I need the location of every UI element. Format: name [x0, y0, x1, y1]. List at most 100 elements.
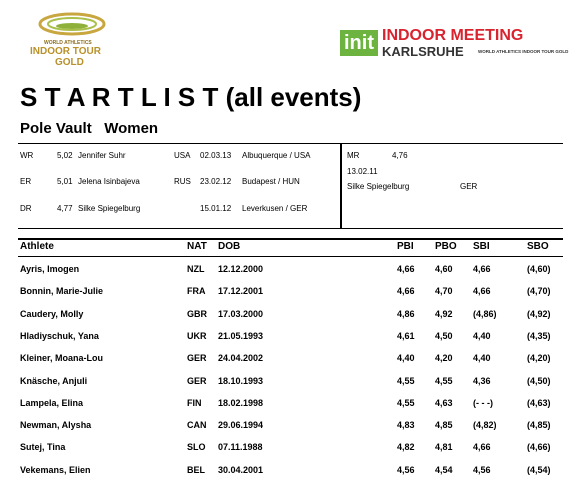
cell: 4,83 — [397, 420, 415, 431]
cell: 4,66 — [473, 286, 491, 297]
record-code: DR — [20, 204, 32, 213]
rule — [18, 238, 563, 240]
logo-line: INDOOR TOUR — [30, 46, 101, 57]
cell: (4,35) — [527, 330, 551, 341]
record-mark: 5,02 — [57, 151, 73, 160]
cell: 4,81 — [435, 442, 453, 453]
record-mark: 5,01 — [57, 177, 73, 186]
record-name: Jelena Isinbajeva — [78, 177, 140, 186]
cell: 4,82 — [397, 442, 415, 453]
rule — [18, 143, 563, 144]
cell: (4,92) — [527, 308, 551, 319]
record-name: Silke Spiegelburg — [78, 204, 141, 213]
record-nat: GER — [460, 182, 478, 191]
record-venue: Budapest / HUN — [242, 177, 300, 186]
logo-line: KARLSRUHE — [382, 44, 464, 59]
cell: NZL — [187, 264, 205, 274]
cell: Hladiyschuk, Yana — [20, 330, 99, 341]
cell: 4,55 — [435, 375, 453, 386]
cell: (- - -) — [473, 397, 493, 408]
cell: GBR — [187, 308, 207, 319]
cell: 4,92 — [435, 308, 453, 319]
logo-line: GOLD — [55, 57, 84, 68]
rule — [18, 228, 563, 229]
cell: (4,60) — [527, 264, 551, 274]
cell: 17.12.2001 — [218, 286, 264, 297]
cell: CAN — [187, 420, 207, 431]
cell: SLO — [187, 442, 206, 453]
cell: (4,70) — [527, 286, 551, 297]
column-header: DOB — [218, 241, 241, 252]
cell: 4,66 — [473, 264, 491, 274]
cell: Ayris, Imogen — [20, 264, 80, 274]
cell: 4,20 — [435, 353, 453, 364]
record-venue: Leverkusen / GER — [242, 204, 308, 213]
logo-tagline: WORLD ATHLETICS INDOOR TOUR GOLD — [478, 49, 569, 54]
cell: 18.02.1998 — [218, 397, 264, 408]
cell: Knäsche, Anjuli — [20, 375, 88, 386]
cell: 4,50 — [435, 330, 453, 341]
cell: (4,86) — [473, 308, 497, 319]
title: S T A R T L I S T (all events) — [20, 82, 362, 112]
cell: (4,54) — [527, 464, 551, 475]
cell: BEL — [187, 464, 205, 475]
record-date: 23.02.12 — [200, 177, 232, 186]
column-header: PBI — [397, 241, 414, 252]
cell: 4,56 — [397, 464, 415, 475]
cell: 4,55 — [397, 375, 415, 386]
cell: (4,20) — [527, 353, 551, 364]
cell: 4,66 — [397, 264, 415, 274]
record-venue: Albuquerque / USA — [242, 151, 311, 160]
event: Pole Vault Women — [20, 120, 159, 137]
cell: 24.04.2002 — [218, 353, 264, 364]
record-nat: RUS — [174, 177, 191, 186]
cell: FRA — [187, 286, 206, 297]
cell: 4,36 — [473, 375, 491, 386]
column-header: PBO — [435, 241, 457, 252]
cell: 4,86 — [397, 308, 415, 319]
record-date: 15.01.12 — [200, 204, 232, 213]
cell: 4,40 — [473, 353, 491, 364]
stadium-logo — [38, 12, 106, 36]
logo-badge: init — [340, 30, 378, 56]
column-header: SBO — [527, 241, 549, 252]
cell: GER — [187, 353, 207, 364]
cell: Kleiner, Moana-Lou — [20, 353, 104, 364]
cell: GER — [187, 375, 207, 386]
cell: (4,66) — [527, 442, 551, 453]
logo-line: INDOOR MEETING — [382, 27, 524, 44]
cell: 21.05.1993 — [218, 330, 264, 341]
record-name: Jennifer Suhr — [78, 151, 126, 160]
cell: Lampela, Elina — [20, 397, 84, 408]
cell: (4,50) — [527, 375, 551, 386]
cell: 30.04.2001 — [218, 464, 264, 475]
cell: 4,55 — [397, 397, 415, 408]
cell: Bonnin, Marie-Julie — [20, 286, 104, 297]
cell: 4,63 — [435, 397, 453, 408]
cell: 4,66 — [473, 442, 491, 453]
cell: Sutej, Tina — [20, 442, 66, 453]
cell: 4,70 — [435, 286, 453, 297]
cell: 12.12.2000 — [218, 264, 264, 274]
record-mark: 4,76 — [392, 151, 408, 160]
cell: FIN — [187, 397, 202, 408]
cell: 18.10.1993 — [218, 375, 264, 386]
cell: 4,40 — [397, 353, 415, 364]
record-code: ER — [20, 177, 32, 186]
record-mark: 4,77 — [57, 204, 73, 213]
cell: 4,54 — [435, 464, 453, 475]
rule — [340, 143, 342, 229]
cell: 4,40 — [473, 330, 491, 341]
cell: (4,85) — [527, 420, 551, 431]
column-header: NAT — [187, 241, 207, 252]
cell: 4,61 — [397, 330, 415, 341]
record-name: Silke Spiegelburg — [347, 182, 410, 191]
cell: 17.03.2000 — [218, 308, 264, 319]
cell: Vekemans, Elien — [20, 464, 91, 475]
cell: 4,56 — [473, 464, 491, 475]
cell: 4,66 — [397, 286, 415, 297]
record-code: MR — [347, 151, 360, 160]
cell: 4,85 — [435, 420, 453, 431]
cell: (4,63) — [527, 397, 551, 408]
record-nat: USA — [174, 151, 191, 160]
